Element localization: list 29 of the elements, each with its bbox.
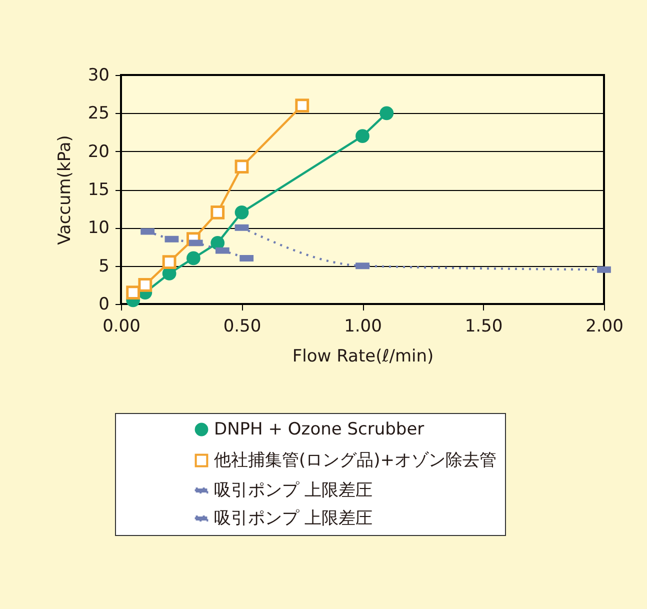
point: [234, 205, 249, 220]
point: [210, 236, 225, 250]
legend-label: DNPH + Ozone Scrubber: [214, 420, 424, 440]
y-tick-label: 10: [88, 218, 110, 238]
point: [138, 278, 152, 292]
point: [295, 98, 310, 112]
x-tick-label: 2.00: [586, 316, 624, 336]
legend-label: 吸引ポンプ 上限差圧: [214, 480, 372, 500]
x-tick-label: 1.00: [344, 316, 382, 336]
point: [126, 286, 140, 300]
y-tick-label: 5: [98, 256, 110, 276]
y-tick-label: 20: [88, 142, 110, 162]
point: [210, 205, 225, 220]
x-axis-title: Flow Rate(ℓ/min): [292, 346, 434, 366]
legend-label: 他社捕集管(ロング品)+オゾン除去管: [214, 450, 497, 470]
y-tick-label: 15: [88, 180, 110, 200]
x-tick-label: 1.50: [464, 316, 503, 336]
point: [162, 255, 176, 269]
point: [380, 106, 394, 120]
legend-label: 吸引ポンプ 上限差圧: [214, 508, 372, 528]
y-tick-label: 25: [88, 104, 110, 124]
point: [186, 251, 200, 266]
point: [234, 160, 249, 174]
x-tick-label: 0.00: [102, 316, 140, 336]
y-tick-label: 30: [88, 66, 110, 86]
point: [356, 129, 370, 144]
y-axis-title: Vaccum(kPa): [54, 135, 75, 245]
y-tick-label: 0: [98, 294, 110, 314]
x-tick-label: 0.50: [223, 316, 262, 336]
